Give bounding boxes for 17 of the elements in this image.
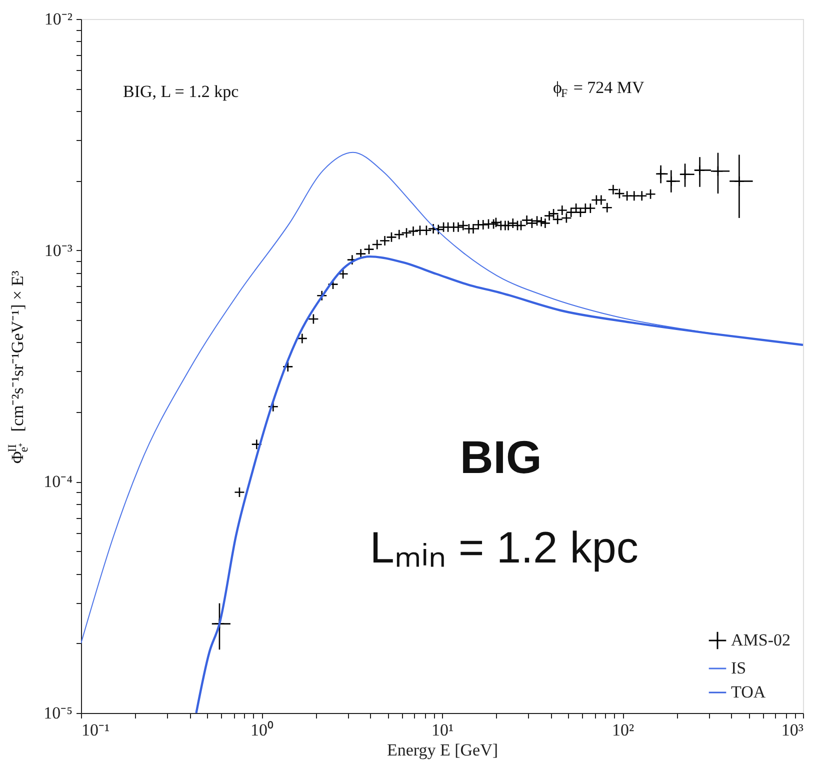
annotation: BIG — [460, 431, 542, 484]
x-tick-label: 10¹ — [431, 720, 454, 740]
legend-label: TOA — [731, 682, 766, 702]
x-tick-label: 10⁻¹ — [82, 720, 110, 740]
y-tick-label: 10⁻³ — [44, 240, 72, 260]
y-tick-label: 10⁻² — [44, 10, 72, 28]
y-tick-label: 10⁻⁴ — [44, 472, 73, 492]
x-tick-label: 10² — [612, 720, 634, 740]
legend-label: AMS-02 — [731, 630, 791, 650]
x-axis-title: Energy E [GeV] — [386, 740, 498, 760]
annotation: BIG, L = 1.2 kpc — [123, 82, 240, 101]
x-tick-label: 10³ — [781, 720, 804, 740]
annotation: Lₘᵢₙ = 1.2 kpc — [370, 523, 638, 572]
legend-label: IS — [731, 658, 746, 678]
y-tick-label: 10⁻⁵ — [44, 704, 73, 722]
x-tick-label: 10⁰ — [250, 720, 274, 740]
y-axis-title: ΦIIe⁺ [cm⁻²s⁻¹sr⁻¹GeV⁻¹] × E³ — [4, 270, 30, 464]
